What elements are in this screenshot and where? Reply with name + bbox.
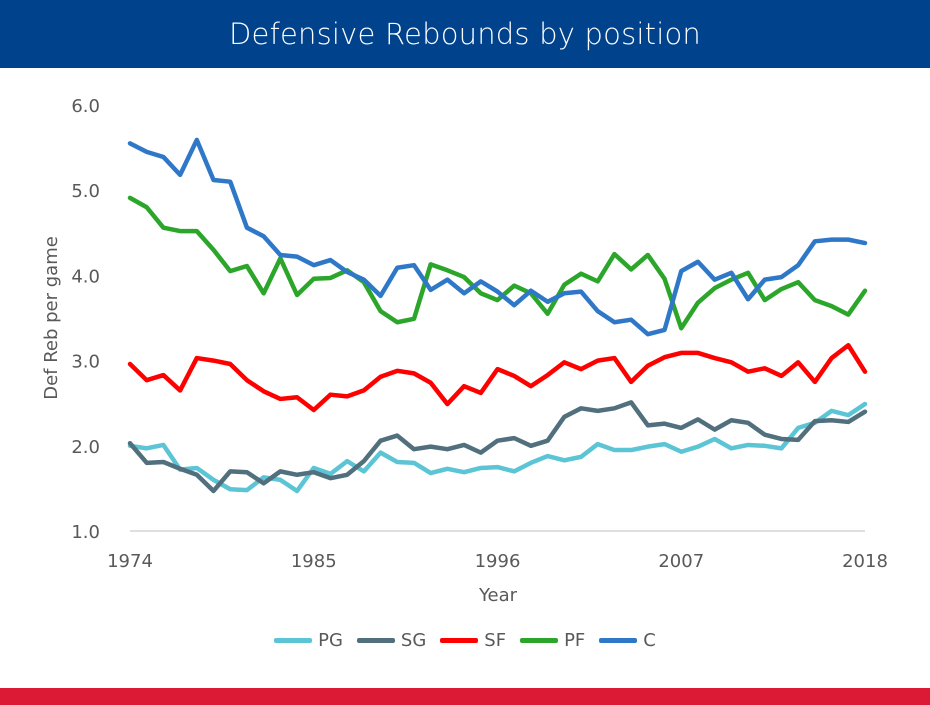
legend-label: SG xyxy=(400,630,427,651)
x-tick-label: 2007 xyxy=(658,551,704,572)
legend-label: C xyxy=(643,630,656,651)
x-tick-label: 1985 xyxy=(291,551,337,572)
legend-item-sf: SF xyxy=(440,630,506,651)
series-line-c xyxy=(127,137,868,337)
legend-swatch xyxy=(356,638,395,643)
legend-swatch xyxy=(599,638,638,643)
y-tick-label: 4.0 xyxy=(71,266,100,287)
series-line-pg xyxy=(127,401,868,494)
legend-swatch xyxy=(520,638,559,643)
x-tick-label: 1996 xyxy=(475,551,521,572)
x-axis-ticks: 1974 1985 1996 2007 2018 xyxy=(107,551,888,572)
legend-item-pg: PG xyxy=(274,630,343,651)
y-tick-label: 5.0 xyxy=(71,181,100,202)
x-axis-label: Year xyxy=(478,585,518,606)
legend-label: SF xyxy=(484,630,507,651)
legend: PG SG SF PF C xyxy=(0,630,930,651)
y-axis-ticks: 1.0 2.0 3.0 4.0 5.0 6.0 xyxy=(71,96,100,543)
chart-title: Defensive Rebounds by position xyxy=(229,17,701,51)
legend-item-sg: SG xyxy=(356,630,427,651)
legend-swatch xyxy=(274,638,313,643)
x-tick-label: 1974 xyxy=(107,551,153,572)
y-tick-label: 1.0 xyxy=(71,522,100,543)
series-lines xyxy=(127,137,868,494)
legend-item-c: C xyxy=(599,630,656,651)
y-tick-label: 2.0 xyxy=(71,437,100,458)
legend-item-pf: PF xyxy=(520,630,585,651)
legend-label: PF xyxy=(564,630,586,651)
series-line-pf xyxy=(127,195,868,331)
y-tick-label: 3.0 xyxy=(71,352,100,373)
x-tick-label: 2018 xyxy=(842,551,888,572)
legend-label: PG xyxy=(318,630,343,651)
footer-bar xyxy=(0,688,930,705)
chart-header: Defensive Rebounds by position xyxy=(0,0,930,68)
y-tick-label: 6.0 xyxy=(71,96,100,117)
y-axis-label: Def Reb per game xyxy=(41,236,62,400)
legend-swatch xyxy=(440,638,479,643)
series-line-sg xyxy=(127,400,868,494)
series-line-sf xyxy=(127,343,868,413)
